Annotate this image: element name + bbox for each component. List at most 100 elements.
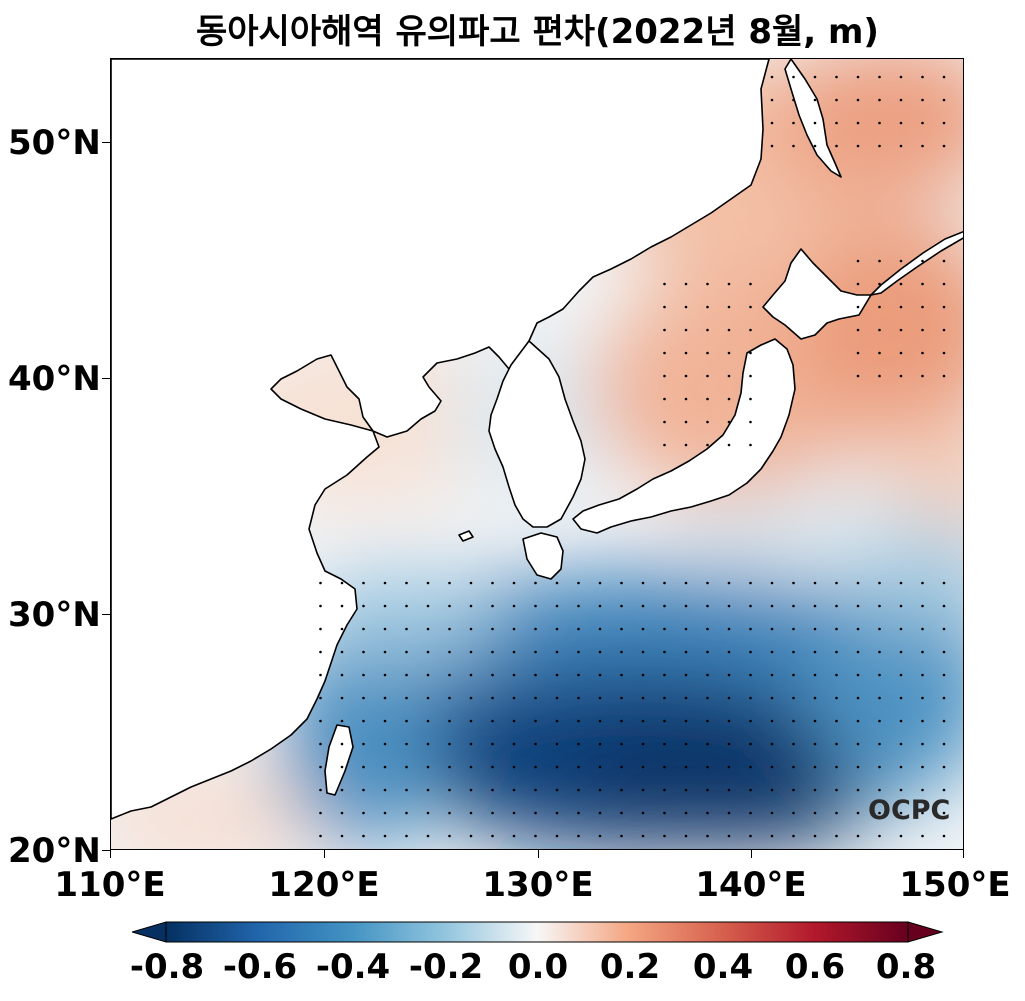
stipple-dot: [684, 420, 688, 424]
stipple-dot: [878, 742, 881, 746]
stipple-dot: [921, 374, 924, 378]
stipple-dot: [727, 765, 731, 769]
stipple-dot: [899, 627, 903, 631]
stipple-dot: [942, 673, 946, 677]
stipple-dot: [555, 834, 559, 838]
stipple-dot: [770, 121, 774, 125]
stipple-dot: [491, 719, 494, 723]
stipple-dot: [405, 696, 408, 700]
stipple-dot: [469, 650, 473, 654]
stipple-dot: [878, 788, 881, 792]
stipple-dot: [921, 788, 924, 792]
stipple-dot: [362, 604, 365, 608]
stipple-dot: [362, 719, 365, 723]
stipple-dot: [899, 328, 903, 332]
stipple-dot: [770, 811, 774, 815]
stipple-dot: [921, 305, 924, 309]
stipple-dot: [899, 351, 903, 355]
stipple-dot: [813, 765, 817, 769]
stipple-dot: [770, 696, 774, 700]
stipple-dot: [362, 742, 365, 746]
stipple-dot: [942, 259, 946, 263]
stipple-dot: [878, 834, 881, 838]
stipple-dot: [727, 420, 731, 424]
stipple-dot: [942, 742, 946, 746]
stipple-dot: [383, 650, 387, 654]
stipple-dot: [813, 696, 817, 700]
stipple-dot: [921, 259, 924, 263]
stipple-dot: [598, 673, 602, 677]
stipple-dot: [426, 834, 430, 838]
stipple-dot: [878, 650, 881, 654]
stipple-dot: [512, 765, 516, 769]
stipple-dot: [749, 420, 752, 424]
stipple-dot: [448, 834, 451, 838]
stipple-dot: [620, 788, 623, 792]
y-tick-label: 20°N: [8, 831, 101, 871]
stipple-dot: [577, 604, 580, 608]
stipple-dot: [921, 673, 924, 677]
stipple-dot: [856, 742, 860, 746]
stipple-dot: [362, 581, 365, 585]
stipple-dot: [921, 75, 924, 79]
stipple-dot: [426, 696, 430, 700]
stipple-dot: [405, 811, 408, 815]
stipple-dot: [727, 719, 731, 723]
stipple-dot: [899, 75, 903, 79]
y-tick-label: 40°N: [8, 359, 101, 399]
stipple-dot: [878, 719, 881, 723]
stipple-dot: [878, 328, 881, 332]
land-areas: [111, 59, 963, 820]
stipple-dot: [663, 765, 666, 769]
stipple-dot: [878, 121, 881, 125]
stipple-dot: [641, 650, 645, 654]
stipple-dot: [319, 811, 322, 815]
stipple-dot: [878, 75, 881, 79]
stipple-dot: [749, 305, 752, 309]
stipple-dot: [813, 75, 817, 79]
stipple-dot: [792, 742, 795, 746]
stipple-dot: [663, 305, 666, 309]
stipple-dot: [684, 811, 688, 815]
stipple-dot: [942, 121, 946, 125]
stipple-dot: [684, 673, 688, 677]
x-tick-label: 120°E: [268, 865, 380, 905]
stipple-dot: [878, 144, 881, 148]
stipple-dot: [448, 696, 451, 700]
stipple-dot: [620, 834, 623, 838]
stipple-dot: [813, 719, 817, 723]
stipple-dot: [340, 673, 344, 677]
stipple-dot: [512, 604, 516, 608]
stipple-dot: [749, 650, 752, 654]
stipple-dot: [620, 673, 623, 677]
stipple-dot: [770, 98, 774, 102]
stipple-dot: [534, 788, 537, 792]
stipple-dot: [598, 788, 602, 792]
stipple-dot: [405, 788, 408, 792]
stipple-dot: [663, 673, 666, 677]
stipple-dot: [856, 696, 860, 700]
stipple-dot: [405, 834, 408, 838]
stipple-dot: [577, 834, 580, 838]
stipple-dot: [663, 834, 666, 838]
jeju-island: [458, 530, 474, 542]
stipple-dot: [706, 811, 709, 815]
stipple-dot: [319, 834, 322, 838]
taiwan: [324, 724, 354, 796]
stipple-dot: [362, 834, 365, 838]
stipple-dot: [684, 581, 688, 585]
stipple-dot: [706, 788, 709, 792]
stipple-dot: [577, 765, 580, 769]
stipple-dot: [641, 719, 645, 723]
stipple-dot: [620, 581, 623, 585]
stipple-dot: [878, 765, 881, 769]
stipple-dot: [491, 765, 494, 769]
stipple-dot: [319, 788, 322, 792]
stipple-dot: [577, 811, 580, 815]
stipple-dot: [684, 627, 688, 631]
stipple-dot: [706, 443, 709, 447]
stipple-dot: [340, 834, 344, 838]
stipple-dot: [405, 719, 408, 723]
stipple-dot: [383, 834, 387, 838]
stipple-dot: [362, 673, 365, 677]
